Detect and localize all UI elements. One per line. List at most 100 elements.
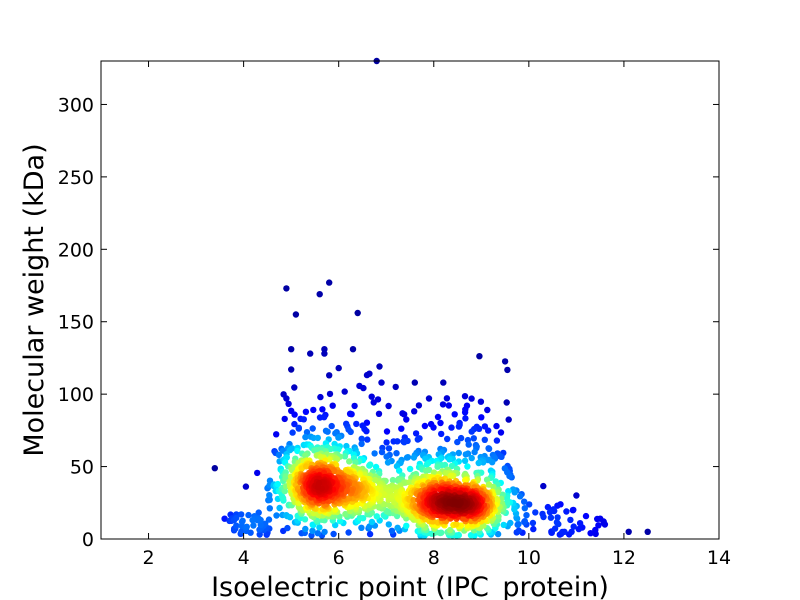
scatter-point bbox=[211, 465, 218, 472]
scatter-point bbox=[465, 441, 472, 448]
x-tick-label: 6 bbox=[333, 547, 345, 569]
scatter-point bbox=[255, 509, 262, 516]
y-tick-label: 250 bbox=[58, 167, 94, 189]
scatter-point bbox=[451, 411, 458, 418]
scatter-point bbox=[309, 521, 316, 528]
scatter-point bbox=[346, 458, 353, 465]
scatter-point bbox=[464, 463, 471, 470]
scatter-point bbox=[384, 459, 392, 466]
scatter-point bbox=[291, 411, 298, 418]
scatter-point bbox=[388, 527, 396, 534]
scatter-point bbox=[335, 364, 342, 372]
scatter-point bbox=[468, 454, 475, 462]
scatter-point bbox=[284, 524, 291, 532]
scatter-point bbox=[521, 505, 528, 512]
scatter-point bbox=[485, 445, 493, 452]
scatter-point bbox=[644, 528, 651, 535]
scatter-point bbox=[324, 428, 331, 435]
y-tick-label: 200 bbox=[58, 239, 94, 261]
scatter-point bbox=[530, 525, 537, 533]
scatter-point bbox=[358, 440, 365, 448]
scatter-point bbox=[361, 425, 368, 433]
scatter-point bbox=[243, 523, 250, 530]
scatter-point bbox=[437, 419, 444, 427]
scatter-point bbox=[383, 439, 390, 446]
scatter-point bbox=[335, 434, 342, 441]
scatter-point bbox=[368, 518, 376, 526]
x-tick-label: 14 bbox=[707, 547, 731, 569]
scatter-point bbox=[356, 514, 364, 521]
scatter-point bbox=[249, 516, 256, 524]
scatter-point bbox=[285, 400, 292, 407]
scatter-point bbox=[401, 411, 408, 418]
scatter-point bbox=[343, 442, 350, 450]
scatter-point bbox=[316, 414, 324, 421]
scatter-point bbox=[410, 497, 417, 504]
scatter-point bbox=[283, 395, 290, 402]
scatter-point bbox=[303, 429, 311, 436]
scatter-point bbox=[316, 291, 323, 298]
scatter-point bbox=[291, 420, 298, 428]
scatter-point bbox=[295, 425, 302, 432]
scatter-point bbox=[515, 520, 522, 528]
scatter-point bbox=[398, 425, 405, 432]
scatter-point bbox=[375, 410, 383, 417]
scatter-point bbox=[233, 514, 240, 522]
scatter-point bbox=[326, 372, 333, 379]
scatter-point bbox=[497, 429, 505, 436]
scatter-point bbox=[389, 476, 397, 484]
scatter-point bbox=[233, 522, 240, 529]
x-axis-ticks: 2 4 6 8 10 12 14 bbox=[142, 61, 731, 569]
scatter-point bbox=[291, 384, 298, 391]
scatter-points bbox=[211, 57, 651, 539]
y-axis-ticks: 0 50 100 150 200 250 300 bbox=[58, 94, 719, 551]
scatter-point bbox=[294, 447, 301, 455]
scatter-point bbox=[453, 521, 460, 528]
scatter-point bbox=[440, 379, 447, 386]
scatter-point bbox=[302, 408, 310, 415]
scatter-point bbox=[461, 409, 469, 416]
scatter-point bbox=[329, 402, 336, 409]
scatter-point bbox=[275, 451, 283, 459]
scatter-point bbox=[394, 438, 401, 445]
scatter-point bbox=[425, 395, 433, 402]
scatter-point bbox=[546, 508, 554, 516]
scatter-point bbox=[314, 434, 321, 442]
scatter-point bbox=[348, 411, 355, 418]
scatter-point bbox=[385, 445, 393, 452]
scatter-point bbox=[273, 512, 280, 519]
scatter-point bbox=[576, 520, 584, 527]
scatter-point bbox=[376, 363, 383, 370]
scatter-point bbox=[368, 393, 375, 400]
scatter-point bbox=[283, 454, 290, 461]
scatter-point bbox=[447, 472, 454, 480]
scatter-point bbox=[504, 366, 511, 374]
scatter-point bbox=[475, 459, 482, 467]
y-axis-label: Molecular weight (kDa) bbox=[19, 143, 50, 456]
scatter-point bbox=[434, 463, 441, 470]
scatter-point bbox=[434, 413, 442, 421]
scatter-point bbox=[455, 531, 462, 539]
scatter-point bbox=[445, 402, 452, 409]
scatter-point bbox=[314, 483, 322, 491]
scatter-point bbox=[341, 453, 349, 460]
y-tick-label: 0 bbox=[82, 529, 94, 551]
plot-area-frame bbox=[100, 60, 720, 540]
scatter-point bbox=[288, 366, 295, 373]
scatter-point bbox=[484, 406, 491, 414]
scatter-point bbox=[411, 379, 418, 386]
scatter-point bbox=[354, 309, 361, 317]
scatter-point bbox=[493, 437, 501, 444]
scatter-point bbox=[345, 529, 352, 536]
scatter-point bbox=[221, 515, 228, 522]
scatter-point bbox=[415, 402, 423, 409]
scatter-point bbox=[393, 450, 400, 457]
scatter-point bbox=[406, 465, 414, 473]
scatter-point bbox=[383, 428, 391, 435]
scatter-point bbox=[289, 429, 296, 436]
scatter-point bbox=[505, 416, 512, 423]
scatter-point bbox=[625, 528, 632, 535]
scatter-point bbox=[540, 513, 547, 521]
scatter-point bbox=[471, 448, 478, 456]
x-tick-label: 2 bbox=[142, 547, 154, 569]
